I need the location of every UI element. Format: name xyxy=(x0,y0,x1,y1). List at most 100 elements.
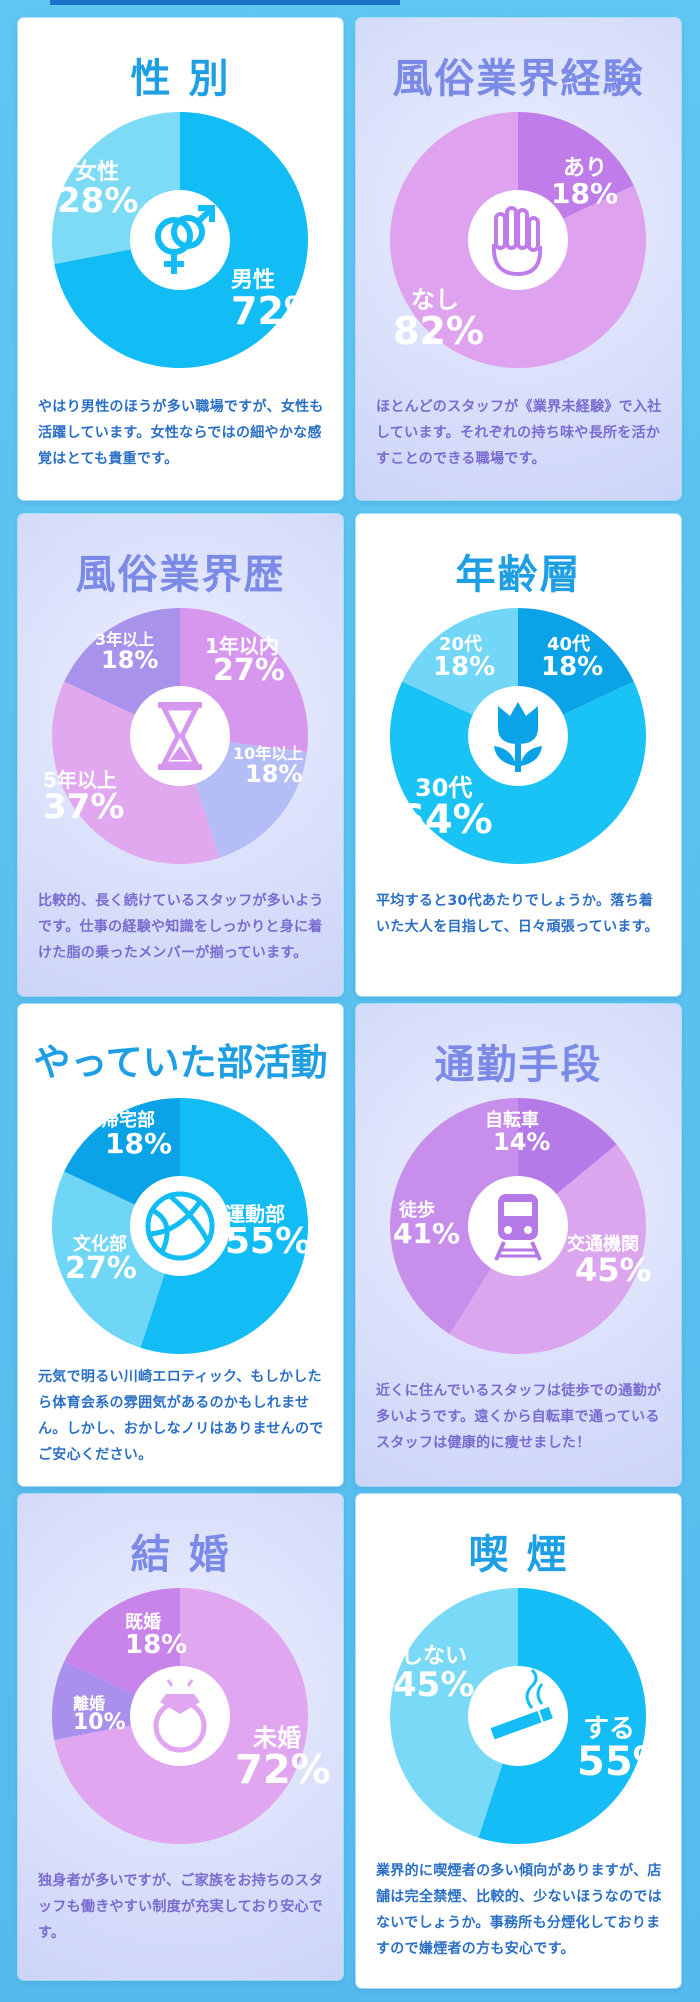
slice-value: 55% xyxy=(577,1739,673,1785)
top-accent-bar xyxy=(50,0,400,5)
pie-svg xyxy=(390,1588,646,1844)
pie-chart-marriage: 未婚 72% 離婚 10% 既婚 18% xyxy=(35,1586,331,1846)
slice-label-no: なし 82% xyxy=(393,288,484,350)
ring-icon xyxy=(153,1679,207,1753)
slice-value: 27% xyxy=(213,653,285,688)
slice-label-smokes: する 55% xyxy=(577,1716,673,1782)
card-commute: 通勤手段 自転車 14% 交通機関 45% 徒歩 41% 近くに住んでいるスタッ… xyxy=(356,1004,681,1486)
slice-name: 20代 xyxy=(439,634,483,655)
pie-slice xyxy=(51,681,220,864)
slice-label-within-1-year: 1年以内 27% xyxy=(205,636,285,686)
slice-name: あり xyxy=(563,156,608,181)
pie-svg xyxy=(390,1098,646,1354)
card-industry-experience: 風俗業界経験 あり 18% なし 82% ほとんどのスタッフが《業界未経験》で入… xyxy=(356,18,681,500)
slice-value: 18% xyxy=(101,646,159,674)
slice-name: しない xyxy=(401,1644,468,1669)
pie-chart-smoking: する 55% しない 45% xyxy=(373,1586,673,1846)
slice-name: 女性 xyxy=(75,160,120,185)
slice-value: 37% xyxy=(43,787,125,827)
card-marriage: 結 婚 未婚 72% 離婚 10% 既婚 18% 独身者が多いですが、ご家族をお… xyxy=(18,1494,343,1980)
chart-description: 平均すると30代あたりでしょうか。落ち着いた大人を目指して、日々頑張っています。 xyxy=(376,893,659,935)
volleyball-icon xyxy=(145,1191,215,1261)
slice-name: 男性 xyxy=(231,268,276,293)
slice-label-yes: あり 18% xyxy=(551,158,618,208)
slice-name: 5年以上 xyxy=(43,768,117,792)
pie-svg xyxy=(51,112,309,368)
slice-name: なし xyxy=(411,286,459,314)
chart-description: 業界的に喫煙者の多い傾向がありますが、店舗は完全禁煙、比較的、少ないほうなのでは… xyxy=(376,1863,662,1957)
slice-label-20s: 20代 18% xyxy=(433,634,496,682)
center-circle xyxy=(468,1666,568,1766)
slice-label-40s: 40代 18% xyxy=(541,634,604,682)
card-gender: 性 別 男性 72% 女性 28% やはり男性のほうが多い職場ですが、女性も活躍… xyxy=(18,18,343,500)
chart-title: 喫 煙 xyxy=(468,1532,569,1578)
slice-name: 3年以上 xyxy=(95,630,155,649)
center-circle xyxy=(130,1666,230,1766)
hourglass-icon xyxy=(158,702,202,770)
gender-icon xyxy=(155,205,215,274)
slice-name: 40代 xyxy=(547,634,591,655)
slice-label-single: 未婚 72% xyxy=(235,1726,331,1790)
slice-name: 運動部 xyxy=(225,1202,285,1226)
cigarette-icon xyxy=(490,1668,553,1740)
slice-value: 27% xyxy=(65,1251,137,1286)
slice-value: 28% xyxy=(57,181,139,221)
slice-value: 55% xyxy=(225,1221,312,1262)
slice-label-over-5-years: 5年以上 37% xyxy=(43,770,124,824)
pie-svg xyxy=(51,608,309,864)
slice-name: 帰宅部 xyxy=(101,1110,155,1131)
raised-hand-icon xyxy=(491,206,543,277)
slice-label-public-transport: 交通機関 45% xyxy=(567,1234,652,1289)
slice-label-sports-club: 運動部 55% xyxy=(225,1204,311,1260)
card-club-activities: やっていた部活動 運動部 55% 文化部 27% 帰宅部 18% 元気で明るい川… xyxy=(18,1004,343,1486)
slice-label-walking: 徒歩 41% xyxy=(393,1202,460,1248)
slice-value: 18% xyxy=(125,1630,188,1660)
slice-name: する xyxy=(583,1714,636,1744)
slice-value: 18% xyxy=(245,760,303,788)
chart-description: やはり男性のほうが多い職場ですが、女性も活躍しています。女性ならではの細やかな感… xyxy=(38,399,324,467)
pie-chart-years: 1年以内 27% 10年以上 18% 5年以上 37% 3年以上 18% xyxy=(35,606,325,866)
pie-chart-age: 40代 18% 30代 64% 20代 18% xyxy=(373,606,663,866)
slice-name: 1年以内 xyxy=(205,634,279,658)
pie-chart-commute: 自転車 14% 交通機関 45% 徒歩 41% xyxy=(373,1096,663,1356)
pie-slice xyxy=(390,1588,518,1838)
card-smoking: 喫 煙 する 55% しない 45% 業界的に喫煙者の多い傾向がありますが、店舗… xyxy=(356,1494,681,1988)
slice-name: 30代 xyxy=(415,774,473,802)
slice-name: 離婚 xyxy=(73,1694,106,1713)
slice-value: 72% xyxy=(231,289,322,333)
slice-label-over-3-years: 3年以上 18% xyxy=(95,630,159,674)
pie-chart-gender: 男性 72% 女性 28% xyxy=(35,110,325,370)
chart-title: 風俗業界経験 xyxy=(392,56,645,102)
tulip-icon xyxy=(494,702,542,772)
slice-label-bicycle: 自転車 14% xyxy=(485,1110,551,1156)
slice-value: 64% xyxy=(397,797,493,843)
slice-value: 41% xyxy=(393,1217,461,1250)
slice-name: 交通機関 xyxy=(567,1234,639,1255)
slice-label-female: 女性 28% xyxy=(57,160,139,221)
card-age-group: 年齢層 40代 18% 30代 64% 20代 18% 平均すると30代あたりで… xyxy=(356,514,681,996)
slice-value: 72% xyxy=(235,1747,331,1793)
slice-name: 10年以上 xyxy=(233,744,304,763)
pie-svg xyxy=(52,1588,309,1844)
slice-value: 18% xyxy=(433,652,496,682)
chart-description: ほとんどのスタッフが《業界未経験》で入社しています。それぞれの持ち味や長所を活か… xyxy=(376,399,662,467)
chart-description: 近くに住んでいるスタッフは徒歩での通勤が多いようです。遠くから自転車で通っている… xyxy=(376,1383,662,1451)
slice-name: 自転車 xyxy=(485,1110,539,1131)
slice-value: 14% xyxy=(493,1128,551,1156)
pie-slice xyxy=(390,1098,518,1335)
chart-description: 元気で明るい川崎エロティック、もしかしたら体育会系の雰囲気があるのかもしれません… xyxy=(38,1369,324,1463)
slice-value: 18% xyxy=(541,652,604,682)
slice-name: 未婚 xyxy=(253,1724,301,1752)
chart-title: 通勤手段 xyxy=(434,1042,603,1088)
chart-title: 性 別 xyxy=(130,56,231,102)
chart-title: 風俗業界歴 xyxy=(75,552,286,598)
slice-label-30s: 30代 64% xyxy=(397,776,493,840)
slice-value: 45% xyxy=(575,1251,652,1289)
pie-svg xyxy=(390,112,646,368)
slice-label-divorced: 離婚 10% xyxy=(73,1696,126,1734)
chart-description: 独身者が多いですが、ご家族をお持ちのスタッフも働きやすい制度が充実しており安心で… xyxy=(38,1873,324,1941)
chart-title: 年齢層 xyxy=(455,552,582,598)
card-industry-years: 風俗業界歴 1年以内 27% 10年以上 18% 5年以上 37% 3年以上 1… xyxy=(18,514,343,996)
slice-label-non-smoker: しない 45% xyxy=(393,1644,474,1703)
slice-value: 18% xyxy=(551,177,619,210)
